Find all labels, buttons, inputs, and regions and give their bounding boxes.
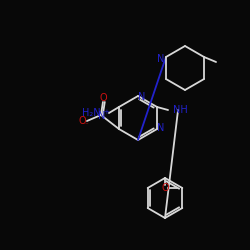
Text: O: O (99, 93, 107, 103)
Text: O: O (161, 183, 169, 193)
Text: N: N (138, 92, 146, 102)
Text: N: N (157, 123, 165, 133)
Text: H₂N: H₂N (82, 108, 101, 118)
Text: O: O (78, 116, 86, 126)
Text: NH: NH (173, 105, 188, 115)
Text: N: N (98, 111, 106, 121)
Text: N: N (157, 54, 165, 64)
Text: +: + (103, 109, 109, 115)
Text: ⁻: ⁻ (84, 122, 88, 128)
